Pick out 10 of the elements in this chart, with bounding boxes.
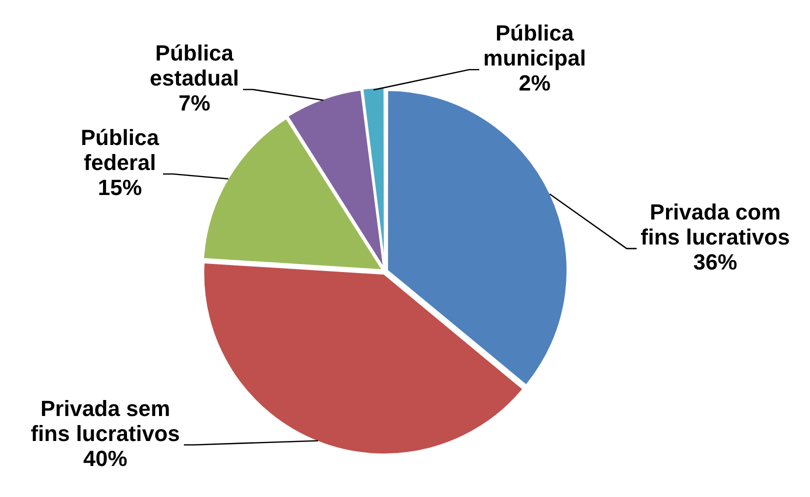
slice-label: Privada com fins lucrativos (640, 200, 790, 250)
slice-label: Pública municipal (483, 20, 586, 71)
slice-label: Privada sem fins lucrativos (30, 396, 180, 446)
slice-label: Pública federal (80, 125, 160, 176)
data-label: 15% (98, 175, 142, 200)
slice-label: Pública estadual (150, 40, 240, 91)
data-label: 36% (693, 250, 738, 275)
data-label: 40% (83, 446, 128, 471)
data-label: 7% (178, 90, 210, 116)
data-label: 2% (518, 70, 550, 96)
